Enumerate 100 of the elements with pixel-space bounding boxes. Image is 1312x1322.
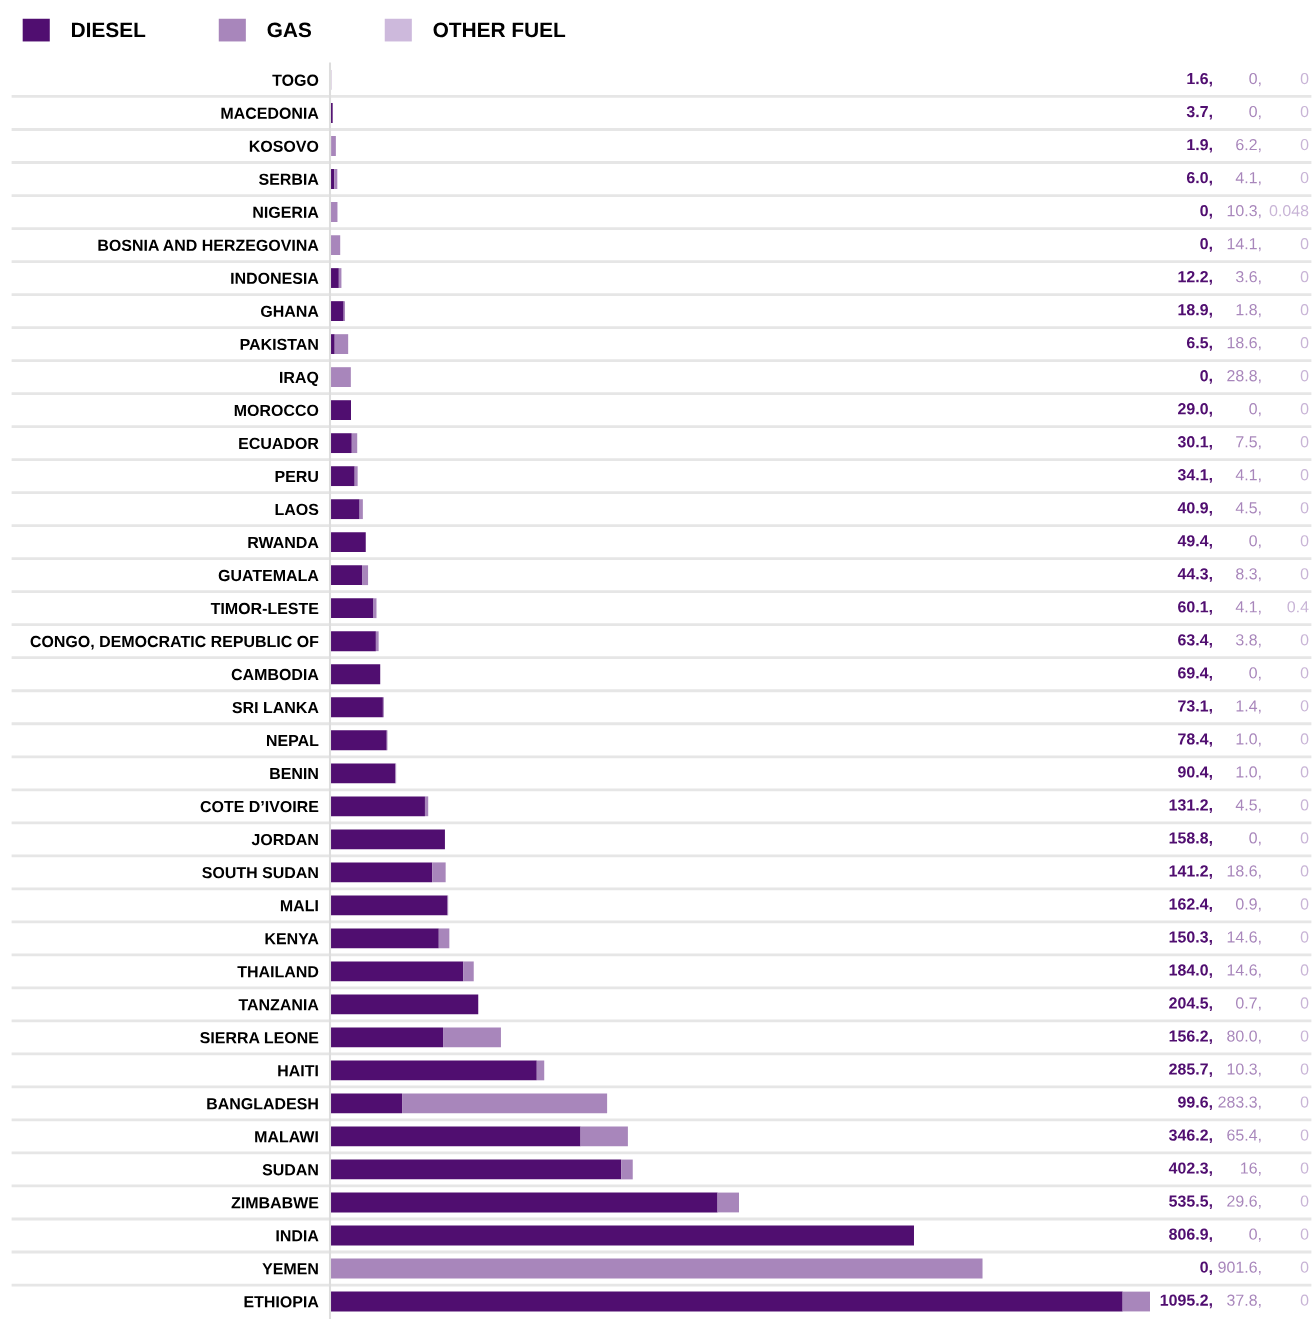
data-label: 49.4, <box>1177 535 1212 549</box>
y-tick-label: MACEDONIA <box>221 107 319 119</box>
y-tick-label: PERU <box>275 470 318 483</box>
data-label: 283.3, <box>1218 1096 1261 1110</box>
data-label: 4.1, <box>1235 172 1261 186</box>
data-label: 73.1, <box>1178 700 1212 714</box>
data-label: 0, <box>1249 403 1261 417</box>
data-label: 99.6, <box>1178 1096 1212 1111</box>
data-label: 3.6, <box>1235 271 1261 285</box>
data-label: 0, <box>1200 370 1212 384</box>
data-label: 1.8, <box>1236 304 1261 318</box>
y-tick-label: COTE D’IVOIRE <box>200 800 319 813</box>
data-label: 0 <box>1300 832 1309 844</box>
y-tick-label: INDIA <box>276 1230 319 1242</box>
data-label: 0 <box>1300 271 1309 283</box>
data-label: 80.0, <box>1227 1030 1261 1044</box>
data-label: 0.7, <box>1235 997 1261 1011</box>
y-tick-label: IRAQ <box>280 371 319 387</box>
y-tick-label: ZIMBABWE <box>231 1197 319 1209</box>
data-label: 14.1, <box>1227 238 1261 252</box>
data-label: 90.4, <box>1178 766 1212 780</box>
y-tick-label: MOROCCO <box>234 404 319 417</box>
data-label: 10.3, <box>1227 1063 1261 1077</box>
y-tick-label: ECUADOR <box>239 437 319 450</box>
data-label: 402.3, <box>1168 1162 1212 1177</box>
y-tick-label: SIERRA LEONE <box>200 1032 319 1044</box>
data-label: 37.8, <box>1227 1294 1261 1308</box>
data-label: 0 <box>1300 667 1309 679</box>
data-label: 0 <box>1300 1030 1309 1042</box>
data-label: 0 <box>1300 171 1309 184</box>
data-label: 0 <box>1300 1195 1309 1207</box>
data-label: 28.8, <box>1227 370 1261 384</box>
y-tick-label: RWANDA <box>248 536 319 548</box>
data-label: 3.7, <box>1186 105 1212 120</box>
y-tick-label: SRI LANKA <box>232 701 319 714</box>
data-label: 901.6, <box>1218 1261 1261 1275</box>
y-tick-label: THAILAND <box>237 966 319 978</box>
y-tick-label: TANZANIA <box>238 999 319 1011</box>
data-label: 0 <box>1300 1129 1309 1141</box>
data-label: 141.2, <box>1169 865 1212 879</box>
data-label: 0, <box>1249 72 1261 87</box>
data-label: 0 <box>1300 964 1309 976</box>
data-label: 346.2, <box>1168 1129 1212 1144</box>
data-label: 40.9, <box>1177 502 1212 516</box>
data-label: 0 <box>1300 700 1309 712</box>
data-label: 8.3, <box>1236 568 1261 582</box>
y-tick-label: GUATEMALA <box>218 569 319 582</box>
data-label: 1095.2, <box>1160 1294 1212 1309</box>
data-label: 150.3, <box>1169 931 1212 945</box>
data-label: 156.2, <box>1169 1030 1212 1045</box>
y-tick-label: NIGERIA <box>253 206 319 218</box>
y-tick-label: TOGO <box>272 74 319 86</box>
data-label: 0 <box>1300 799 1309 811</box>
data-label: 18.6, <box>1227 865 1261 879</box>
data-label: 0, <box>1200 205 1212 219</box>
y-tick-label: KOSOVO <box>249 140 319 152</box>
data-label: 162.4, <box>1169 898 1212 912</box>
data-label: 0 <box>1300 766 1309 778</box>
data-label: 4.1, <box>1235 601 1261 615</box>
data-label: 0, <box>1249 1228 1261 1242</box>
data-label: 12.2, <box>1178 271 1212 285</box>
y-tick-label: KENYA <box>265 933 319 945</box>
data-label: 14.6, <box>1227 964 1261 978</box>
data-label: 4.1, <box>1235 469 1261 483</box>
data-label: 0 <box>1300 469 1309 481</box>
data-label: 0 <box>1300 733 1309 745</box>
data-label: 184.0, <box>1169 964 1212 978</box>
data-label: 60.1, <box>1178 601 1212 615</box>
data-label: 0 <box>1300 370 1309 382</box>
data-label: 0 <box>1300 1162 1309 1174</box>
y-tick-label: SOUTH SUDAN <box>202 866 318 879</box>
data-label: 0 <box>1300 898 1309 910</box>
data-label: 0 <box>1300 72 1309 85</box>
data-label: 0, <box>1249 105 1261 120</box>
data-label: 30.1, <box>1177 436 1212 450</box>
y-tick-label: HAITI <box>278 1065 318 1077</box>
y-tick-label: SERBIA <box>259 173 319 185</box>
data-label: 10.3, <box>1227 205 1261 219</box>
data-label: 0 <box>1300 997 1309 1009</box>
data-label: 0 <box>1300 1228 1309 1240</box>
data-label: 0, <box>1249 535 1261 549</box>
data-label: 0 <box>1300 337 1309 349</box>
data-label: 3.8, <box>1235 634 1261 648</box>
y-tick-label: YEMEN <box>262 1263 318 1275</box>
y-tick-label: MALAWI <box>255 1131 318 1143</box>
data-label: 131.2, <box>1169 799 1212 813</box>
data-label: 1.9, <box>1187 138 1212 153</box>
data-label: 0 <box>1300 568 1309 580</box>
data-label: 69.4, <box>1178 667 1212 681</box>
data-label: 0 <box>1300 105 1309 118</box>
data-label: 6.5, <box>1186 337 1212 351</box>
data-label: 0.4 <box>1287 601 1309 613</box>
data-label: 16, <box>1241 1162 1261 1176</box>
legend-label: DIESEL <box>72 22 146 38</box>
data-label: 0.048 <box>1269 205 1309 217</box>
y-tick-label: NEPAL <box>267 735 319 747</box>
data-label: 1.0, <box>1236 733 1261 747</box>
data-label: 6.2, <box>1236 138 1261 153</box>
y-tick-label: INDONESIA <box>231 272 319 284</box>
data-label: 0 <box>1300 535 1309 547</box>
